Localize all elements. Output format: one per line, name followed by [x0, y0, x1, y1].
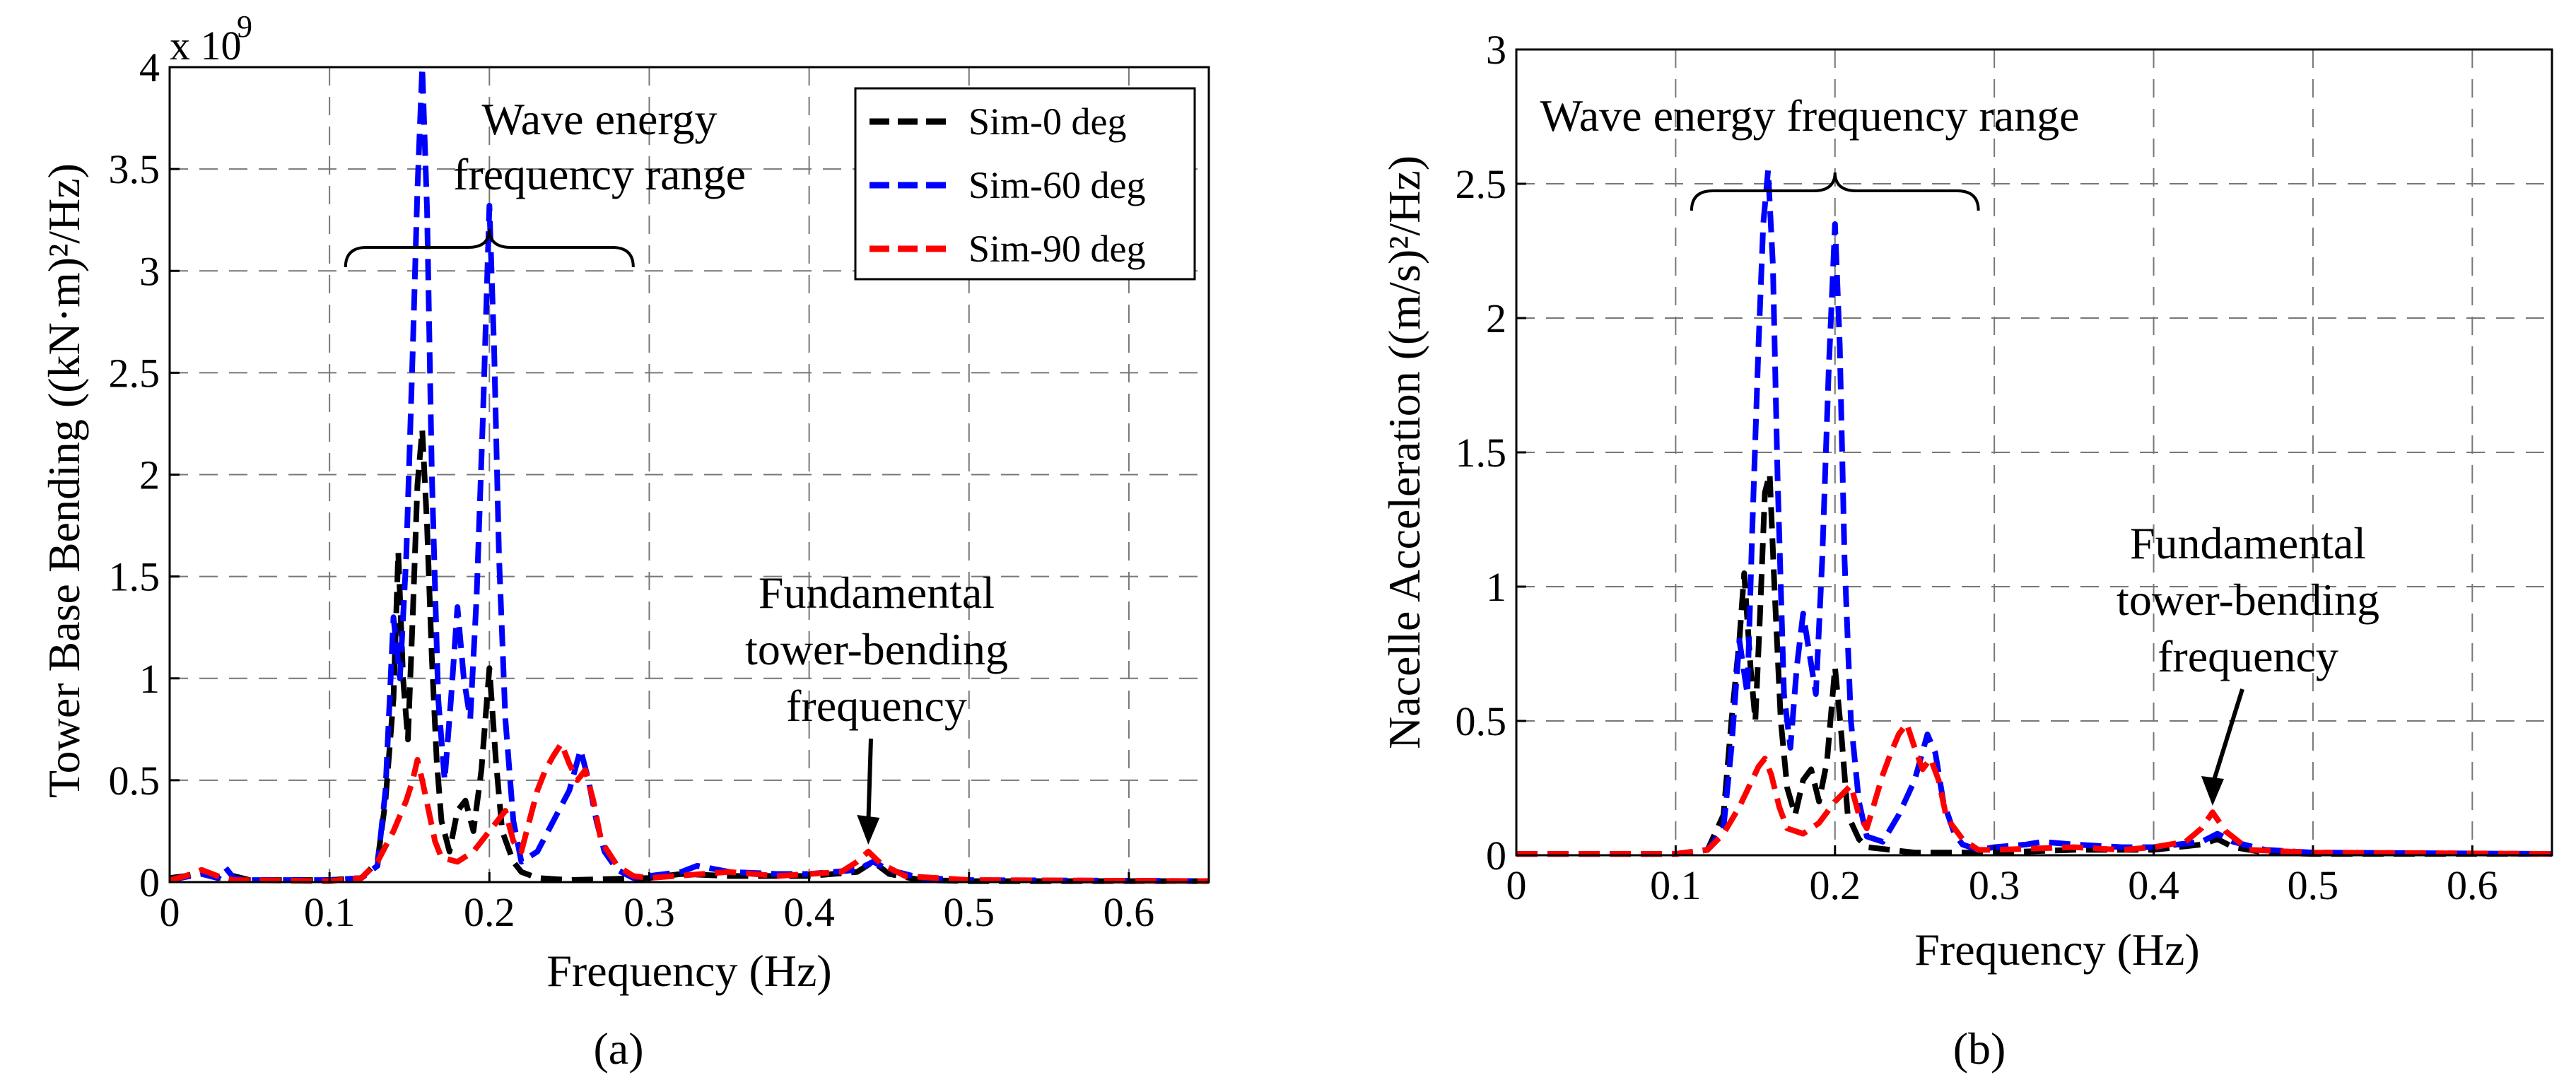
panel-a-grid	[170, 66, 1209, 882]
panel-b-series	[1516, 168, 2553, 857]
panel-b-y-tick-label-1: 1	[1486, 564, 1506, 610]
panel-a-y-tick-label-1-5: 1.5	[109, 554, 160, 600]
legend-label-sim-0: Sim-0 deg	[968, 100, 1127, 143]
panel-b-nacelle-acceleration: 0 0.1 0.2 0.3 0.4 0.5 0.6 0 0.5 1 1.5 2 2.5 3 Frequen…	[1379, 27, 2553, 1074]
panel-a-x-tick-label-0: 0	[160, 889, 180, 935]
legend-label-sim-90: Sim-90 deg	[968, 228, 1146, 270]
panel-b-x-tick-label-0: 0	[1506, 862, 1527, 908]
panel-b-wave-range-brace	[1690, 172, 1980, 211]
panel-a-x-tick-label-0-4: 0.4	[783, 889, 835, 935]
panel-a-y-tick-label-3-5: 3.5	[109, 146, 160, 192]
panel-a-fundamental-arrow	[857, 738, 880, 845]
panel-a-wave-range-label-line1: Wave energy	[481, 94, 717, 144]
panel-a-y-tick-label-4: 4	[139, 45, 160, 90]
panel-a-arrow-shaft	[866, 738, 873, 824]
panel-a-arrow-head	[857, 815, 880, 845]
panel-b-arrow-shaft	[2211, 688, 2244, 785]
panel-b-series-sim-60-deg	[1516, 168, 2553, 857]
panel-b-y-axis-label: Nacelle Acceleration ((m/s)²/Hz)	[1379, 155, 1429, 749]
panel-b-fundamental-label-line3: frequency	[2158, 631, 2338, 681]
panel-a-legend: Sim-0 deg Sim-60 deg Sim-90 deg	[854, 87, 1196, 281]
panel-a-y-axis-label: Tower Base Bending ((kN·m)²/Hz)	[39, 163, 89, 798]
panel-b-y-tick-label-0-5: 0.5	[1456, 698, 1507, 744]
panel-a-x-tick-label-0-6: 0.6	[1103, 889, 1155, 935]
panel-a-x-tick-label-0-3: 0.3	[623, 889, 675, 935]
panel-a-tower-base-bending: 0 0.1 0.2 0.3 0.4 0.5 0.6 0 0.5 1 1.5 2 2.5 3 3.5 4 x 1…	[39, 9, 1210, 1074]
panel-b-y-tick-label-2: 2	[1486, 295, 1506, 341]
panel-a-y-tick-label-0: 0	[139, 859, 160, 905]
panel-b-caption: (b)	[1953, 1023, 2006, 1074]
panel-a-x-tick-label-0-5: 0.5	[944, 889, 995, 935]
panel-a-y-tick-label-3: 3	[139, 248, 160, 294]
panel-b-x-tick-label-0-1: 0.1	[1650, 862, 1702, 908]
panel-b-x-tick-label-0-2: 0.2	[1810, 862, 1861, 908]
panel-a-y-multiplier: x 10	[170, 23, 242, 69]
panel-b-y-tick-label-2-5: 2.5	[1456, 161, 1507, 207]
panel-b-fundamental-label-line2: tower-bending	[2117, 575, 2379, 625]
panel-b-x-tick-label-0-4: 0.4	[2128, 862, 2179, 908]
panel-a-series-sim-60-deg	[169, 64, 1210, 884]
panel-a-caption: (a)	[593, 1023, 643, 1074]
panel-a-x-axis-label: Frequency (Hz)	[546, 946, 831, 996]
panel-b-ticks: 0 0.1 0.2 0.3 0.4 0.5 0.6 0 0.5 1 1.5 2 2.5 3	[1456, 27, 2498, 908]
panel-b-y-tick-label-3: 3	[1486, 27, 1506, 73]
panel-a-fundamental-label-line3: frequency	[786, 681, 967, 731]
panel-a-x-tick-label-0-1: 0.1	[304, 889, 356, 935]
panel-b-x-axis-label: Frequency (Hz)	[1914, 925, 2199, 975]
panel-b-fundamental-label-line1: Fundamental	[2130, 518, 2366, 568]
panel-b-x-tick-label-0-6: 0.6	[2447, 862, 2498, 908]
panel-b-series-sim-90-deg	[1516, 720, 2553, 857]
panel-a-fundamental-label-line2: tower-bending	[745, 624, 1008, 674]
legend-label-sim-60: Sim-60 deg	[968, 164, 1146, 206]
panel-a-y-tick-label-2: 2	[139, 452, 160, 498]
panel-a-y-tick-label-1: 1	[139, 656, 160, 702]
panel-b-series-sim-0-deg	[1516, 471, 2552, 857]
panel-a-series	[169, 64, 1210, 884]
panel-a-fundamental-label-line1: Fundamental	[759, 568, 995, 618]
panel-a-series-sim-90-deg	[169, 741, 1210, 884]
panel-b-fundamental-arrow	[2201, 688, 2244, 806]
panel-b-y-tick-label-0: 0	[1486, 833, 1506, 879]
panel-b-wave-range-label: Wave energy frequency range	[1540, 90, 2079, 141]
panel-a-x-tick-label-0-2: 0.2	[464, 889, 515, 935]
panel-a-y-tick-label-0-5: 0.5	[109, 758, 160, 804]
panel-b-x-tick-label-0-5: 0.5	[2288, 862, 2339, 908]
panel-a-ticks: 0 0.1 0.2 0.3 0.4 0.5 0.6 0 0.5 1 1.5 2 2.5 3 3.5 4	[109, 45, 1155, 935]
panel-b-grid	[1516, 49, 2552, 855]
panel-a-series-sim-0-deg	[169, 427, 1209, 884]
panel-a-y-multiplier-exponent: 9	[237, 9, 252, 44]
panel-a-wave-range-label-line2: frequency range	[453, 149, 746, 199]
panel-b-arrow-head	[2201, 776, 2224, 806]
panel-b-y-tick-label-1-5: 1.5	[1456, 430, 1507, 476]
panel-b-x-tick-label-0-3: 0.3	[1969, 862, 2020, 908]
panel-a-y-tick-label-2-5: 2.5	[109, 350, 160, 396]
panel-a-wave-range-brace	[344, 228, 635, 268]
